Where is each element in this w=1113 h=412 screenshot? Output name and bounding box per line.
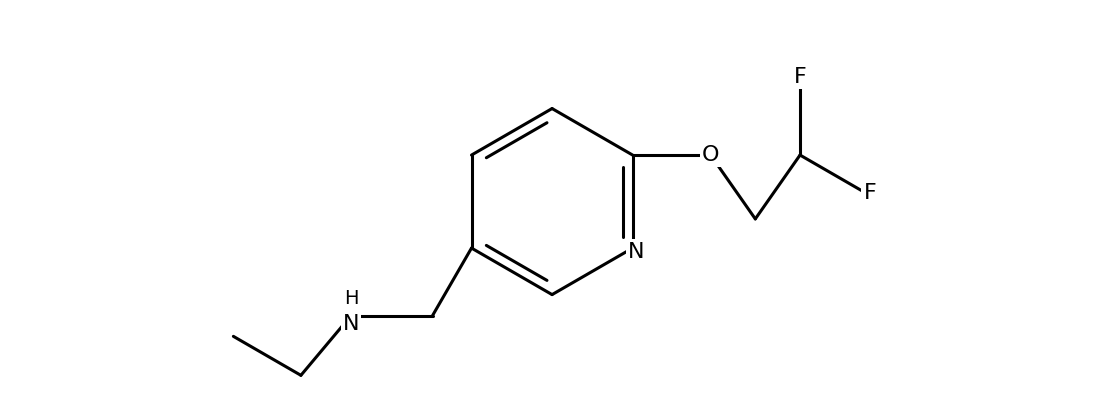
Text: N: N bbox=[343, 314, 359, 335]
Text: H: H bbox=[344, 289, 358, 308]
Text: O: O bbox=[702, 145, 719, 165]
Text: F: F bbox=[794, 67, 807, 87]
Text: N: N bbox=[628, 241, 644, 262]
Text: F: F bbox=[864, 183, 876, 203]
